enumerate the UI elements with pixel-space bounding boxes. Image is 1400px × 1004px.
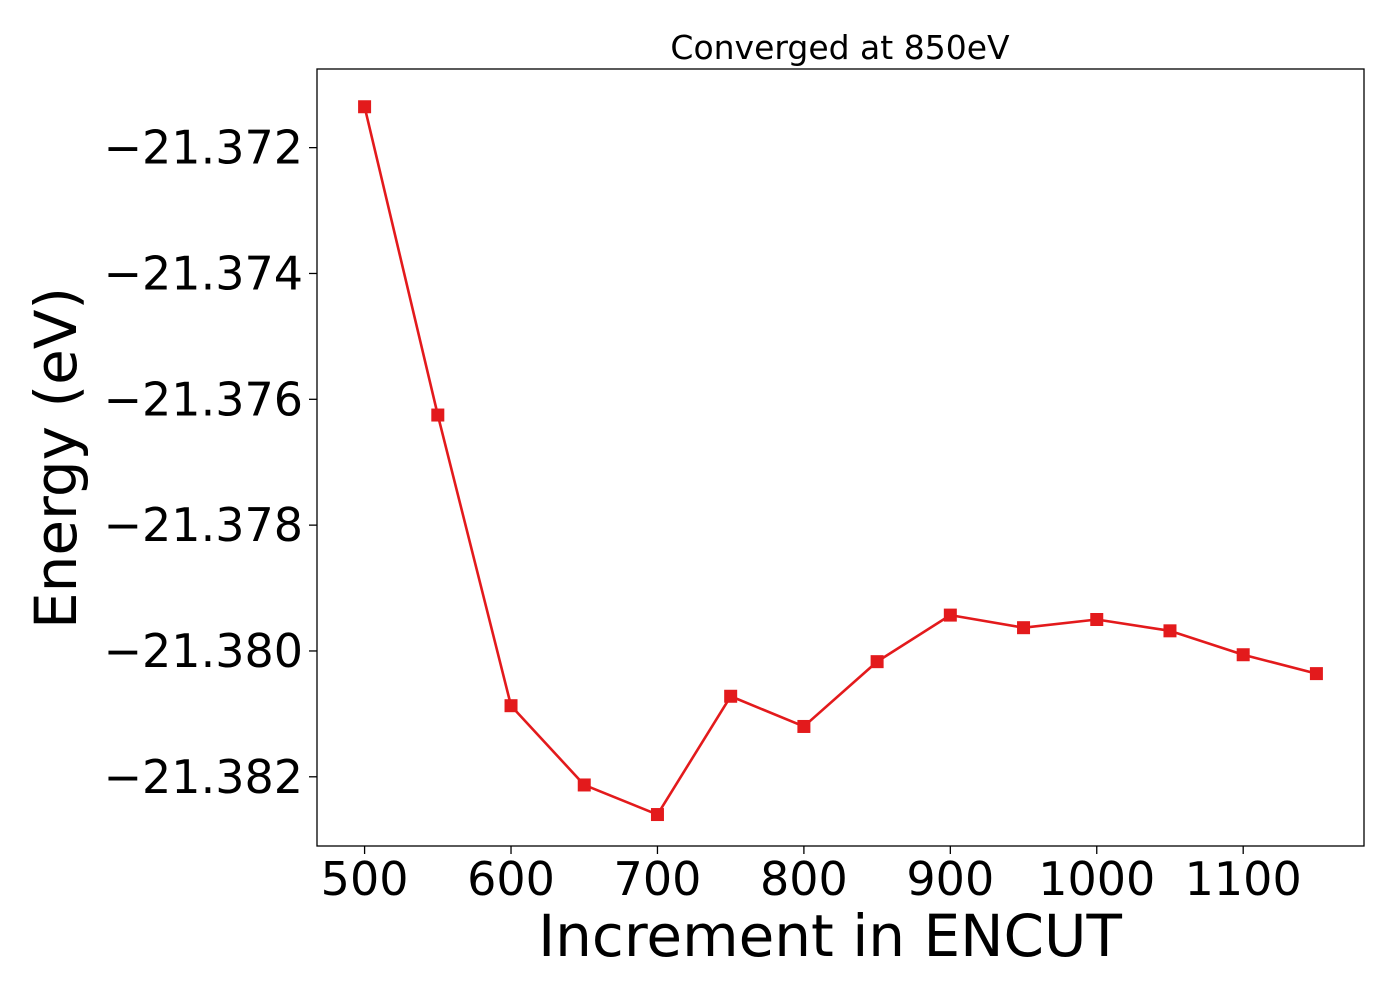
y-axis-title: Energy (eV) [22,287,90,629]
data-point-marker [650,808,664,822]
data-point-marker [1090,613,1104,627]
y-axis: −21.382 −21.380 −21.378 −21.376 −21.374 −21.3… [104,121,317,804]
y-tick-label: −21.372 [104,121,304,175]
data-point-marker [870,655,884,669]
data-point-marker [1309,667,1323,681]
data-point-marker [1017,621,1031,635]
x-tick-label: 1100 [1185,852,1302,906]
data-point-marker [1236,648,1250,662]
x-axis-title: Increment in ENCUT [538,902,1122,970]
x-tick-label: 700 [614,852,702,906]
y-tick-label: −21.378 [104,498,304,552]
data-point-marker [1163,624,1177,638]
x-tick-label: 600 [467,852,555,906]
x-tick-label: 500 [321,852,409,906]
data-point-marker [577,778,591,792]
series-line [363,106,1317,816]
data-point-marker [797,719,811,733]
y-tick-label: −21.382 [104,750,304,804]
x-tick-label: 1000 [1038,852,1155,906]
x-tick-label: 900 [906,852,994,906]
chart-title: Converged at 850eV [670,28,1010,67]
y-tick-label: −21.374 [104,246,304,300]
y-tick-label: −21.376 [104,372,304,426]
x-tick-label: 800 [760,852,848,906]
data-point-marker [358,100,372,114]
y-tick-label: −21.380 [104,624,304,678]
series-line-group [358,100,1323,822]
data-point-marker [943,608,957,622]
data-point-marker [504,699,518,713]
data-point-marker [724,689,738,703]
data-point-marker [431,408,445,422]
plot-area-frame [316,68,1365,847]
x-axis: 500 600 700 800 900 1000 1100 [321,846,1302,906]
